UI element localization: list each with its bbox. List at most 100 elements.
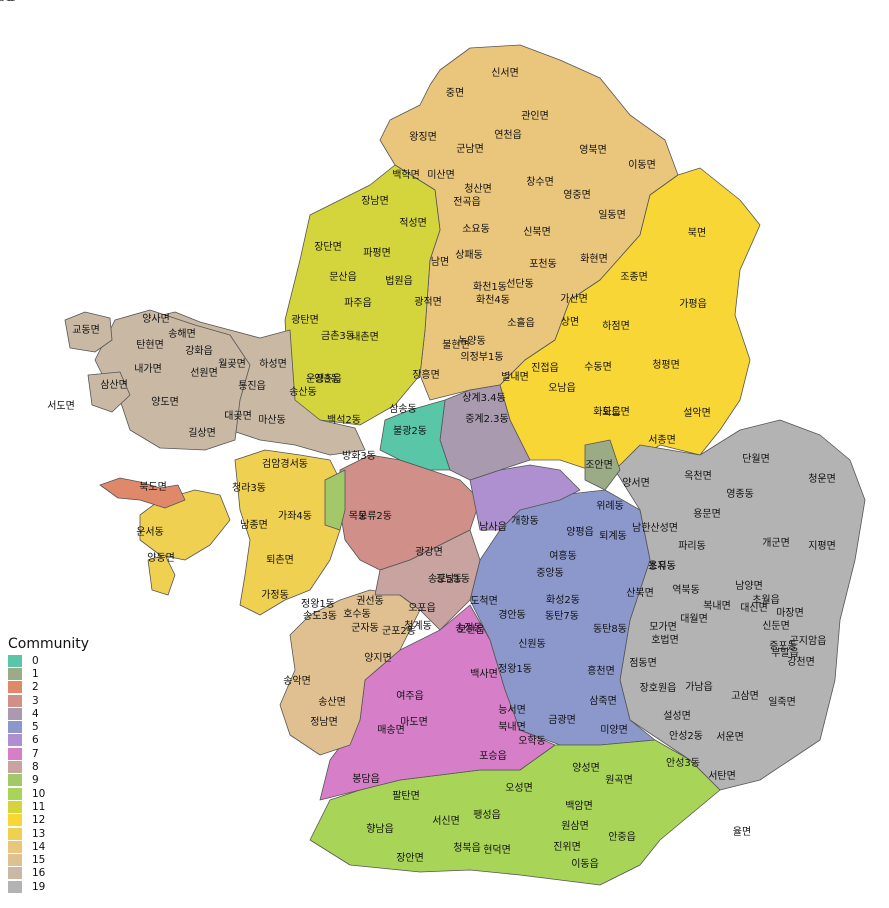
legend-swatch (8, 721, 22, 734)
place-label: 미산면 (427, 169, 455, 181)
place-label: 능서면 (498, 704, 526, 716)
place-label: 대곶면 (224, 410, 252, 422)
place-label: 서탄면 (708, 770, 736, 782)
place-label: 율면 (733, 826, 751, 838)
legend-swatch (8, 654, 22, 667)
place-label: 양동면 (147, 552, 175, 564)
place-label: 수동면 (584, 361, 612, 373)
place-label: 권선동 (356, 595, 384, 607)
place-label: 역북동 (672, 584, 700, 596)
seoul-south-region-8 (374, 529, 481, 631)
place-label: 선원면 (190, 367, 218, 379)
legend-swatch (8, 734, 22, 747)
place-label: 장호원읍 (640, 682, 677, 694)
place-label: 가좌4동 (278, 510, 312, 522)
place-label: 하점면 (602, 319, 630, 332)
place-label: 개항동 (511, 515, 539, 527)
place-label: 정남면 (310, 716, 338, 728)
place-label: 하성면 (259, 357, 287, 370)
place-label: 불광2동 (393, 425, 427, 437)
place-label: 금촌3동 (321, 330, 355, 342)
place-label: 남종면 (240, 519, 268, 531)
place-label: 오포읍 (408, 602, 436, 614)
place-label: 대신면 (740, 602, 768, 614)
place-label: 관인면 (521, 110, 549, 122)
place-label: 대월면 (680, 613, 708, 625)
place-label: 창수면 (526, 176, 554, 188)
place-label: 파주읍 (344, 297, 372, 309)
place-label: 동천동 (0, 0, 14, 3)
place-label: 용문면 (693, 508, 721, 520)
place-label: 설악면 (683, 407, 711, 419)
place-label: 오류2동 (358, 510, 392, 522)
legend-item: 3 (8, 694, 89, 707)
place-label: 마산동 (258, 414, 286, 426)
place-label: 단월면 (742, 453, 770, 465)
place-label: 법원읍 (385, 275, 413, 287)
place-label: 불현면 (442, 339, 470, 351)
place-label: 광남1동 (436, 573, 470, 585)
place-label: 모현읍 (457, 624, 485, 636)
legend-swatch (8, 787, 22, 800)
place-label: 북면 (688, 227, 706, 239)
legend-label: 14 (32, 840, 46, 853)
legend-item: 9 (8, 774, 89, 787)
place-label: 운정3동 (306, 373, 340, 385)
place-label: 가평읍 (679, 298, 707, 310)
place-label: 오남읍 (548, 382, 576, 394)
place-label: 정왕1동 (498, 663, 532, 675)
place-label: 지평면 (808, 540, 836, 552)
place-label: 봉담읍 (352, 773, 380, 785)
place-label: 청산면 (464, 183, 492, 195)
legend-item: 8 (8, 760, 89, 774)
place-label: 안중읍 (608, 831, 636, 843)
place-label: 퇴계동 (599, 530, 627, 542)
place-label: 퇴촌면 (266, 554, 294, 566)
place-label: 양평읍 (566, 526, 594, 538)
legend-item: 11 (8, 800, 89, 813)
place-label: 왕징면 (409, 131, 437, 143)
choan-region-1 (584, 439, 621, 491)
southwest-region-15 (279, 589, 421, 756)
place-label: 영종동 (726, 488, 754, 500)
place-label: 옥천면 (684, 470, 712, 482)
place-label: 청평면 (652, 359, 680, 371)
place-label: 신원동 (518, 638, 546, 650)
place-label: 향남읍 (366, 823, 394, 835)
place-label: 선단동 (506, 278, 534, 290)
legend-item: 0 (8, 654, 89, 667)
place-label: 남사읍 (479, 521, 507, 533)
place-label: 광탄면 (291, 314, 319, 326)
place-label: 이동면 (628, 159, 656, 171)
legend-swatch (8, 867, 22, 880)
legend-label: 16 (32, 867, 46, 880)
place-label: 강화읍 (185, 345, 213, 357)
place-label: 흥천면 (587, 664, 615, 677)
place-label: 모가면 (649, 621, 677, 633)
place-label: 금광면 (548, 714, 576, 726)
legend-item: 12 (8, 814, 89, 827)
legend-swatch (8, 840, 22, 853)
place-label: 남양면 (735, 580, 763, 592)
place-label: 소흘읍 (507, 316, 535, 329)
place-label: 상현1동 (0, 0, 17, 3)
place-label: 목동 (349, 510, 367, 522)
place-label: 광강면 (415, 546, 443, 558)
place-label: 청라3동 (232, 482, 266, 494)
place-label: 양서면 (622, 477, 650, 489)
bukdo-island-2 (99, 477, 186, 509)
place-label: 삼죽면 (589, 695, 617, 707)
legend-label: 11 (32, 800, 46, 813)
legend-swatch (8, 707, 22, 720)
legend-swatch (8, 761, 22, 774)
place-label: 숙지동 (0, 0, 14, 3)
place-label: 점동면 (629, 657, 657, 669)
place-label: 송도5동 (428, 573, 462, 585)
place-label: 고삼면 (731, 690, 759, 702)
legend-swatch (8, 854, 22, 867)
place-label: 양지면 (364, 652, 392, 664)
place-label: 원삼면 (561, 820, 589, 832)
place-label: 군포2동 (382, 625, 416, 637)
place-label: 팔탄면 (392, 790, 420, 802)
